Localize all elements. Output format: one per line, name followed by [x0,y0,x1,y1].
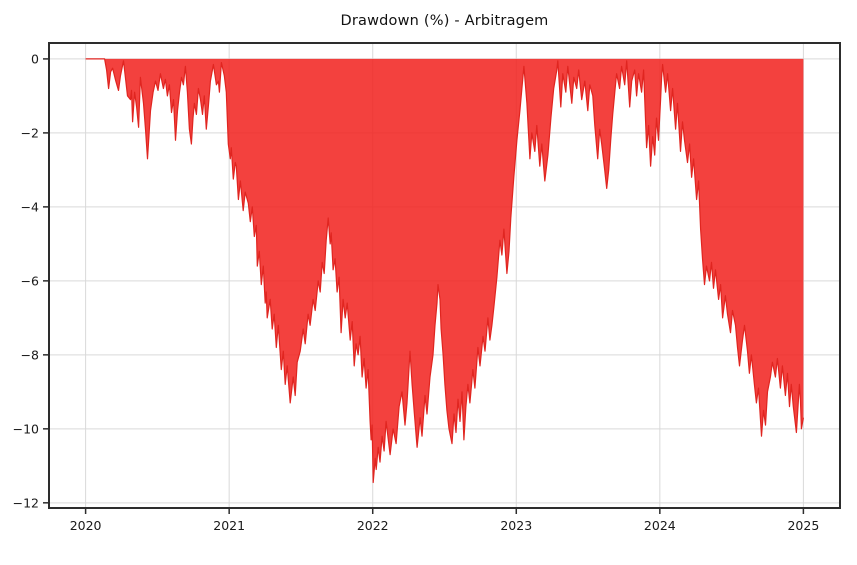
y-tick-label--12: −12 [13,495,39,510]
x-tick-label-2023: 2023 [500,518,532,533]
plot-frame [48,42,841,509]
y-tick-label--10: −10 [13,421,39,436]
drawdown-area [85,58,804,483]
x-tick-label-2024: 2024 [644,518,676,533]
y-tick-label--6: −6 [21,273,39,288]
drawdown-line [85,58,804,484]
y-tick-label--8: −8 [21,347,39,362]
y-tick-label--4: −4 [21,199,39,214]
x-tick-label-2022: 2022 [357,518,389,533]
y-tick-label--2: −2 [21,125,39,140]
x-tick-label-2025: 2025 [787,518,819,533]
x-tick-label-2021: 2021 [213,518,245,533]
x-tick-label-2020: 2020 [70,518,102,533]
y-tick-label-0: 0 [31,51,39,66]
chart-title: Drawdown (%) - Arbitragem [340,13,549,29]
